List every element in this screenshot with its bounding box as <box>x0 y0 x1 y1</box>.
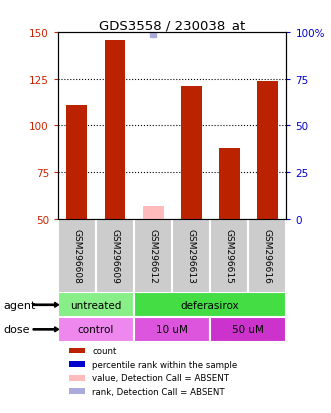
Bar <box>70 348 85 354</box>
Bar <box>134 317 210 342</box>
Bar <box>70 375 85 381</box>
Text: 10 uM: 10 uM <box>156 325 188 335</box>
Bar <box>134 293 286 317</box>
Text: GSM296609: GSM296609 <box>111 229 119 283</box>
Bar <box>181 87 202 219</box>
Bar <box>70 361 85 367</box>
Text: dose: dose <box>3 325 30 335</box>
Text: untreated: untreated <box>70 300 122 310</box>
Bar <box>58 293 134 317</box>
Text: value, Detection Call = ABSENT: value, Detection Call = ABSENT <box>92 373 229 382</box>
Text: count: count <box>92 346 117 355</box>
Text: percentile rank within the sample: percentile rank within the sample <box>92 360 237 369</box>
Text: GSM296608: GSM296608 <box>72 229 81 283</box>
Bar <box>143 206 164 219</box>
Text: GSM296616: GSM296616 <box>263 229 272 283</box>
Text: GSM296615: GSM296615 <box>225 229 234 283</box>
Text: 50 uM: 50 uM <box>232 325 264 335</box>
Text: deferasirox: deferasirox <box>181 300 240 310</box>
Text: agent: agent <box>3 300 36 310</box>
Bar <box>257 81 278 219</box>
Bar <box>67 106 87 219</box>
Bar <box>58 317 134 342</box>
Title: GDS3558 / 230038_at: GDS3558 / 230038_at <box>99 19 245 32</box>
Bar <box>105 40 125 219</box>
Text: control: control <box>78 325 114 335</box>
Bar <box>70 388 85 394</box>
Text: rank, Detection Call = ABSENT: rank, Detection Call = ABSENT <box>92 387 225 396</box>
Bar <box>219 149 240 219</box>
Text: GSM296613: GSM296613 <box>187 229 196 283</box>
Text: GSM296612: GSM296612 <box>149 229 158 283</box>
Bar <box>210 317 286 342</box>
